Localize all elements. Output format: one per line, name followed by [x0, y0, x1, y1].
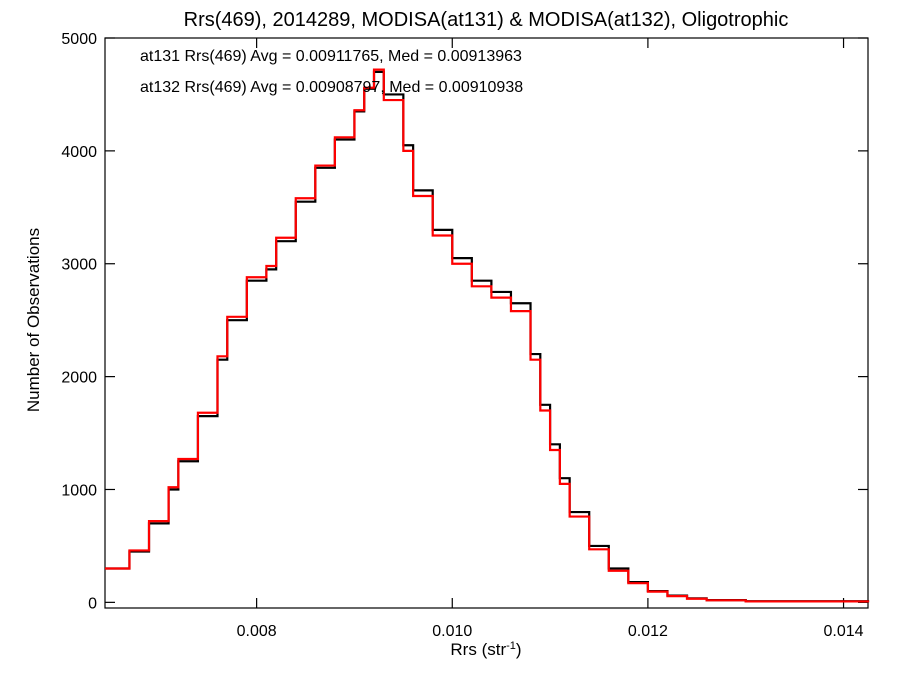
x-axis-ticks: 0.008 0.010 0.012 0.014: [237, 38, 864, 640]
chart-title: Rrs(469), 2014289, MODISA(at131) & MODIS…: [184, 9, 789, 31]
y-tick-label: 5000: [61, 31, 97, 48]
x-axis-label-close: ): [516, 640, 522, 659]
x-tick-label: 0.014: [824, 623, 864, 640]
x-axis-label: Rrs (str-1): [450, 640, 521, 659]
annotation-at132: at132 Rrs(469) Avg = 0.00908797, Med = 0…: [140, 79, 523, 96]
x-tick-label: 0.010: [432, 623, 472, 640]
x-tick-label: 0.012: [628, 623, 668, 640]
x-axis-label-main: Rrs (str: [450, 640, 506, 659]
series-group: [105, 68, 870, 603]
y-axis-ticks: 0 1000 2000 3000 4000 5000: [61, 31, 868, 612]
y-tick-label: 2000: [61, 370, 97, 387]
series-line-at132: [105, 68, 870, 603]
x-tick-label: 0.008: [237, 623, 277, 640]
x-axis-label-superscript: -1: [506, 640, 516, 652]
annotation-at131: at131 Rrs(469) Avg = 0.00911765, Med = 0…: [140, 48, 522, 65]
y-tick-label: 3000: [61, 257, 97, 274]
y-tick-label: 1000: [61, 482, 97, 499]
plot-frame: [104, 37, 869, 609]
y-axis-label: Number of Observations: [24, 228, 43, 412]
series-line-at131: [105, 70, 870, 603]
plot-area: 0.008 0.010 0.012 0.014 0 1000 2000 3000 4000 50…: [61, 31, 870, 640]
y-tick-label: 0: [88, 595, 97, 612]
y-tick-label: 4000: [61, 144, 97, 161]
